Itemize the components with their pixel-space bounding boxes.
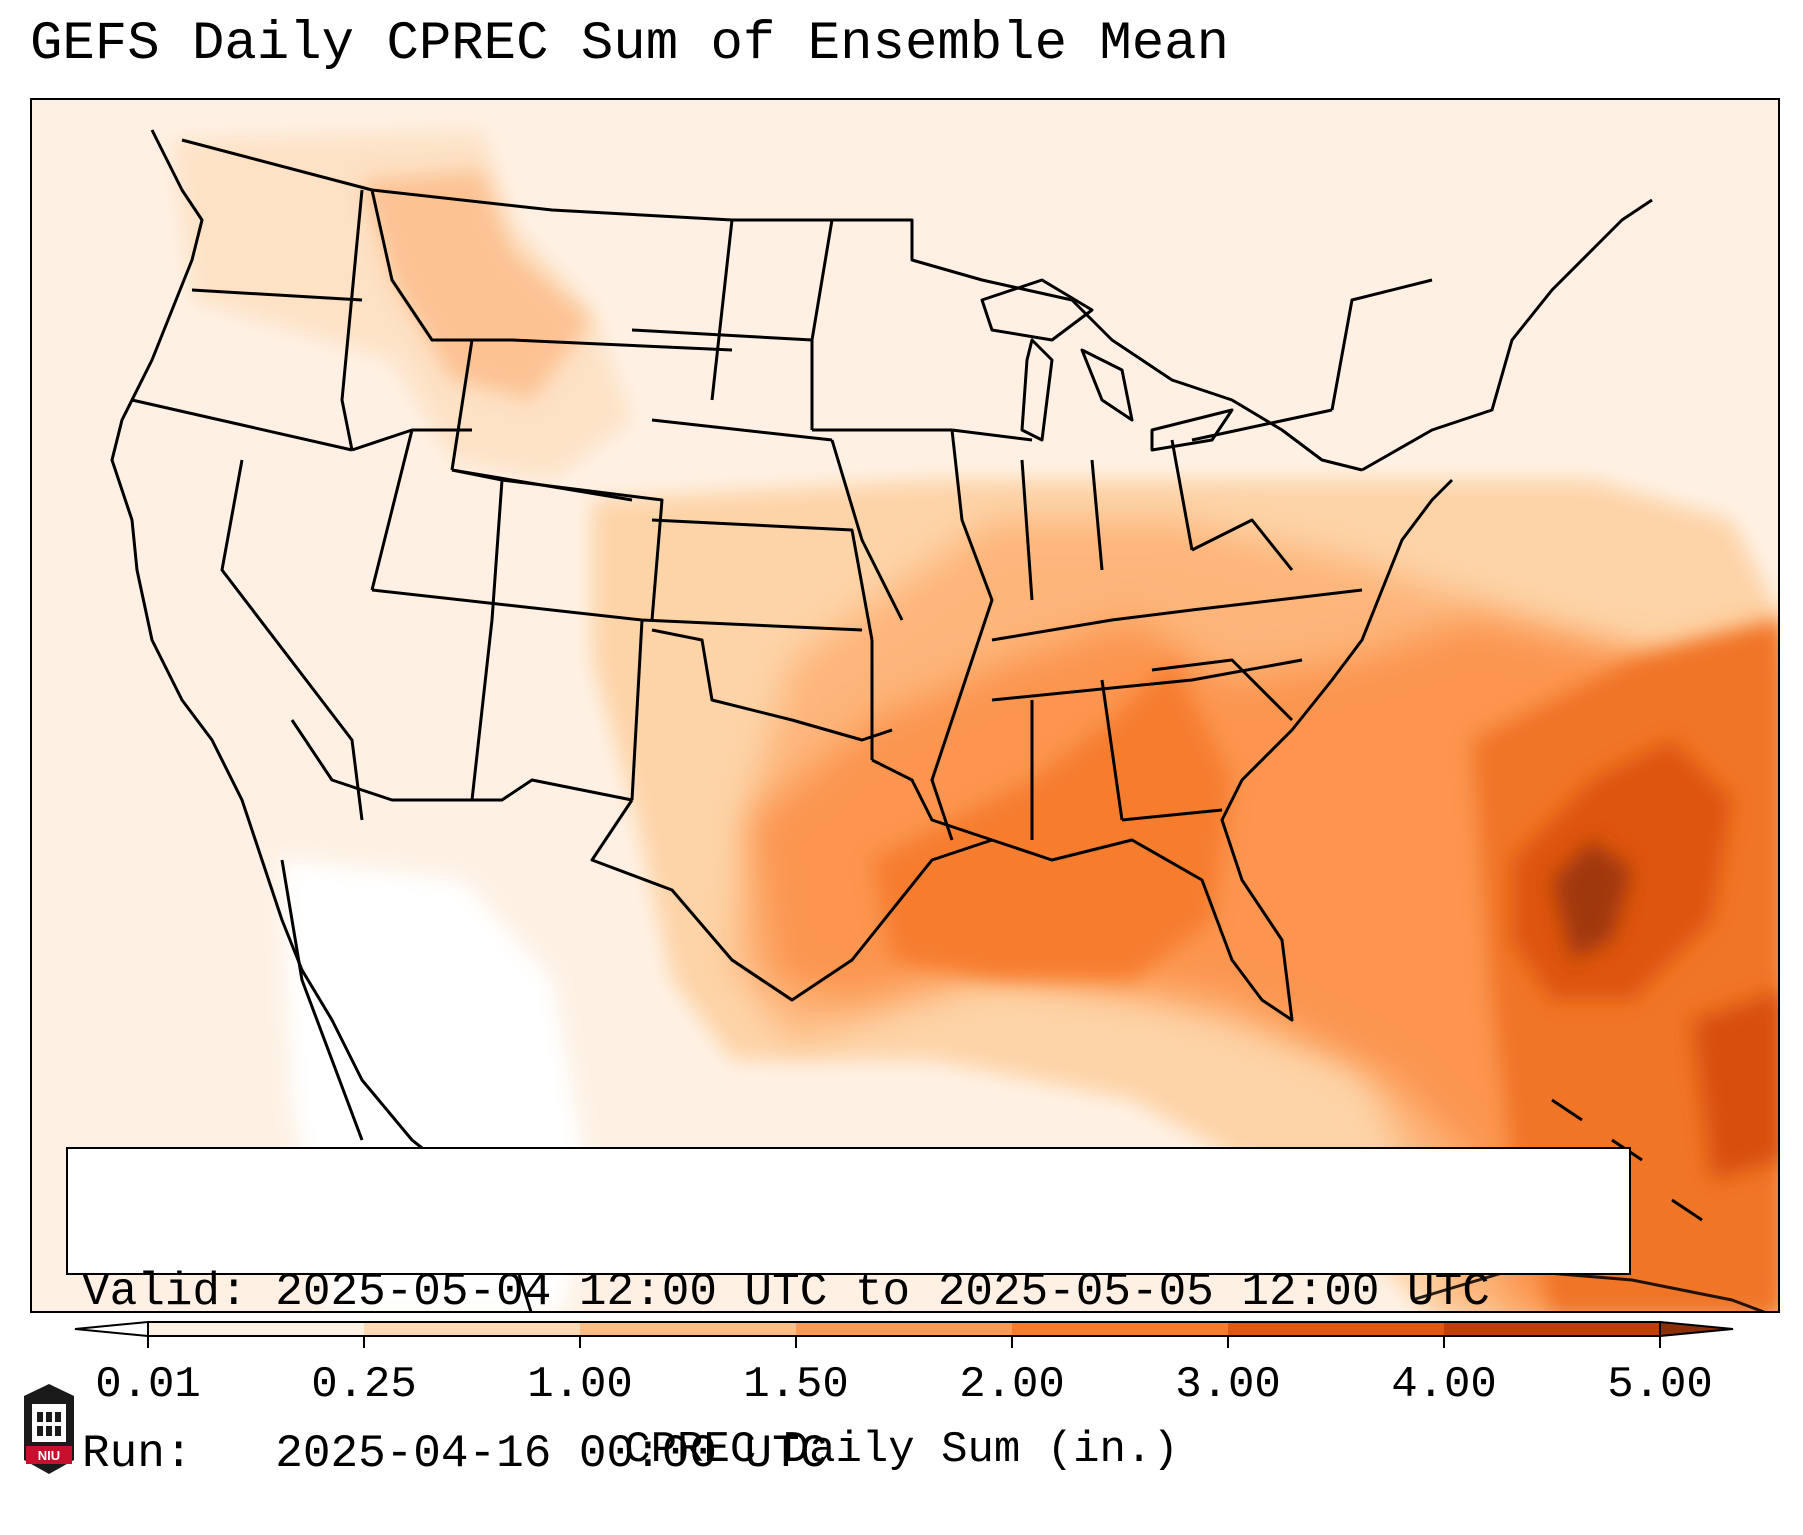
northeast-border <box>1361 198 1653 472</box>
logo-tower-window-2 <box>46 1412 52 1422</box>
logo-tower-window-5 <box>46 1426 52 1436</box>
or-id-border <box>340 189 364 451</box>
niu-logo: NIU <box>24 1384 74 1474</box>
in-oh-border <box>1090 459 1104 571</box>
ok-border <box>651 628 893 742</box>
mississippi-river <box>930 429 994 841</box>
colorbar-tick-label: 1.50 <box>743 1360 849 1410</box>
ut-border <box>370 429 414 591</box>
az-mexico-border <box>290 719 633 802</box>
valid-line: Valid: 2025-05-04 12:00 UTC to 2025-05-0… <box>82 1265 1629 1319</box>
logo-text: NIU <box>38 1448 60 1463</box>
ca-nv-border <box>220 459 364 821</box>
logo-tower-window-6 <box>55 1426 61 1436</box>
la-border <box>871 758 993 842</box>
nd-sd-border <box>710 219 734 401</box>
tn-ms-al-ga-border <box>991 658 1303 702</box>
precip-level-7 <box>1552 840 1632 960</box>
colorbar-tick-label: 0.01 <box>95 1360 201 1410</box>
colorbar-label: CPREC Daily Sum (in.) <box>624 1425 1179 1475</box>
lake-superior <box>980 278 1094 342</box>
oh-pa-border <box>1170 439 1194 551</box>
wi-il-border <box>951 428 1033 442</box>
colorbar-segment <box>796 1322 1013 1336</box>
ky-tn-border <box>991 608 1193 642</box>
ks-border <box>651 518 874 641</box>
colorbar-over-arrow <box>1659 1320 1734 1338</box>
colorbar-tick-label: 4.00 <box>1391 1360 1497 1410</box>
run-line: Run: 2025-04-16 00:00 UTC <box>82 1427 1629 1481</box>
info-box: Valid: 2025-05-04 12:00 UTC to 2025-05-0… <box>66 1147 1631 1480</box>
colorbar-segment <box>1228 1322 1445 1336</box>
precip-shading <box>172 130 1778 1311</box>
wa-or-border <box>191 288 363 302</box>
logo-red-band <box>26 1446 72 1464</box>
colorbar-tick-label: 5.00 <box>1607 1360 1713 1410</box>
state-borders <box>110 129 1766 1311</box>
logo-tower-window-3 <box>55 1412 61 1422</box>
new-england-border <box>1330 278 1433 411</box>
gulf-atlantic-coast <box>731 478 1454 1022</box>
colorbar-outline <box>147 1321 1661 1337</box>
colorbar-segment <box>580 1322 797 1336</box>
az-nm-border <box>470 619 494 801</box>
precip-level-6-southeast <box>1692 991 1778 1180</box>
colorbar-tick-label: 0.25 <box>311 1360 417 1410</box>
run-value: 2025-04-16 00:00 UTC <box>275 1428 828 1480</box>
va-nc-border <box>1191 588 1363 612</box>
cuba-outline <box>1411 1268 1766 1311</box>
precip-level-5-south <box>872 660 1232 980</box>
colorbar <box>74 1320 1734 1348</box>
run-label: Run: <box>82 1428 193 1480</box>
map-svg <box>32 100 1778 1311</box>
lake-huron <box>1080 348 1134 422</box>
colorbar-segment <box>1444 1322 1661 1336</box>
mn-border <box>810 219 834 341</box>
logo-tower-body <box>32 1404 66 1442</box>
logo-tower-window-4 <box>37 1426 43 1436</box>
valid-value: 2025-05-04 12:00 UTC to 2025-05-05 12:00… <box>275 1266 1490 1318</box>
logo-tower-window-1 <box>37 1412 43 1422</box>
lake-michigan <box>1020 338 1054 442</box>
colorbar-segment <box>364 1322 581 1336</box>
colorbar-tick-label: 2.00 <box>959 1360 1065 1410</box>
colorbar-tick-label: 3.00 <box>1175 1360 1281 1410</box>
ne-ks-border <box>651 418 833 442</box>
valid-label: Valid: <box>82 1266 248 1318</box>
chart-title: GEFS Daily CPREC Sum of Ensemble Mean <box>30 14 1229 75</box>
id-wy-border <box>450 339 474 471</box>
il-in-border <box>1020 459 1034 601</box>
mo-border <box>830 439 904 621</box>
colorbar-segments <box>148 1322 1661 1336</box>
us-canada-border <box>181 138 1363 472</box>
colorbar-tick-label: 1.00 <box>527 1360 633 1410</box>
baja-california-outline <box>280 859 364 1141</box>
wv-va-border <box>1191 518 1294 571</box>
co-nm-border <box>501 478 664 621</box>
or-ca-border <box>131 398 353 452</box>
al-ga-border <box>1100 679 1124 821</box>
colorbar-ticks <box>147 1336 1661 1348</box>
pacific-coastline <box>110 129 533 1311</box>
lake-erie <box>1150 408 1234 452</box>
precipitation-map <box>30 98 1780 1313</box>
colorbar-segment <box>148 1322 365 1336</box>
ga-fl-border <box>1121 808 1223 822</box>
colorbar-under-arrow <box>74 1320 149 1338</box>
colorbar-segment <box>1012 1322 1229 1336</box>
mt-border <box>370 189 733 352</box>
sc-nc-border <box>1151 658 1294 722</box>
nm-tx-border <box>630 619 644 801</box>
